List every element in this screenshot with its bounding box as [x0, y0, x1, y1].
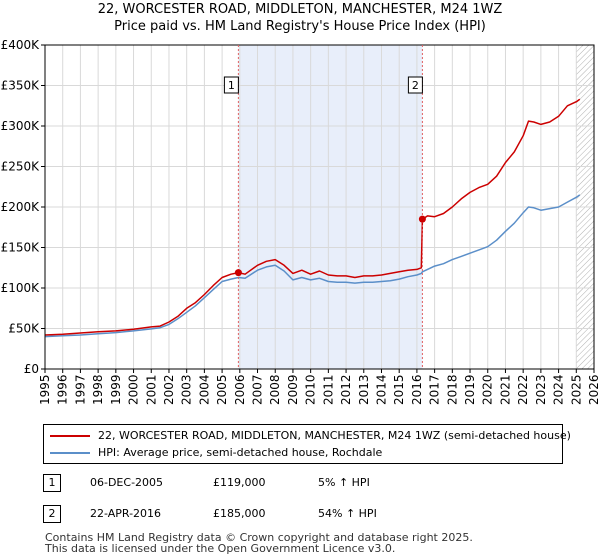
x-tick-label: 1997 [73, 374, 87, 405]
x-tick-label: 2017 [428, 374, 442, 405]
y-tick-label: £250K [1, 160, 41, 174]
y-tick-label: £350K [1, 79, 41, 93]
sale-marker-box [407, 76, 423, 94]
sale-date: 06-DEC-2005 [90, 476, 164, 489]
sale-price: £119,000 [213, 476, 266, 489]
legend-label-property: 22, WORCESTER ROAD, MIDDLETON, MANCHESTE… [98, 429, 571, 442]
x-tick-label: 2008 [268, 374, 282, 405]
x-tick-label: 2000 [127, 374, 141, 405]
y-tick-label: £200K [1, 200, 41, 214]
sale-number-badge: 2 [43, 505, 61, 523]
y-tick-label: £400K [1, 38, 41, 52]
y-tick-label: £100K [1, 281, 41, 295]
sale-row: 1 06-DEC-2005 £119,000 5% ↑ HPI [0, 474, 600, 494]
chart-title: 22, WORCESTER ROAD, MIDDLETON, MANCHESTE… [97, 2, 503, 17]
x-tick-label: 2019 [463, 374, 477, 405]
x-tick-label: 2001 [144, 374, 158, 405]
x-tick-label: 2014 [374, 374, 388, 405]
x-tick-label: 1996 [56, 374, 70, 405]
sale-hpi-change: 5% ↑ HPI [318, 476, 370, 489]
sale-marker-box [223, 76, 239, 94]
x-tick-label: 2012 [339, 374, 353, 405]
footer-licence: This data is licensed under the Open Gov… [45, 542, 396, 555]
sale-date: 22-APR-2016 [90, 507, 162, 520]
x-tick-label: 2023 [534, 374, 548, 405]
x-tick-label: 1995 [38, 374, 52, 405]
x-tick-label: 2009 [286, 374, 300, 405]
y-tick-label: £150K [1, 241, 41, 255]
x-tick-label: 2003 [180, 374, 194, 405]
series-line-property [44, 98, 581, 336]
x-tick-label: 2020 [481, 374, 495, 405]
x-tick-label: 2025 [569, 374, 583, 405]
y-tick-label: £50K [8, 322, 40, 336]
sale-marker-label: 2 [412, 79, 419, 92]
sale-number-badge: 1 [43, 474, 61, 492]
x-tick-label: 2002 [162, 374, 176, 405]
x-tick-label: 1999 [109, 374, 123, 405]
x-tick-label: 2026 [587, 374, 600, 405]
legend-swatch-property [50, 435, 90, 437]
x-tick-label: 2021 [498, 374, 512, 405]
sale-price: £185,000 [213, 507, 266, 520]
legend-swatch-hpi [50, 452, 90, 454]
x-tick-label: 2015 [392, 374, 406, 405]
sale-point [234, 269, 242, 277]
x-tick-label: 2006 [233, 374, 247, 405]
sale-hpi-change: 54% ↑ HPI [318, 507, 377, 520]
series-line-hpi [44, 194, 581, 338]
x-tick-label: 2004 [197, 374, 211, 405]
x-tick-label: 2013 [357, 374, 371, 405]
x-tick-label: 2022 [516, 374, 530, 405]
price-chart: £0 £50K £100K £150K £200K £250K £300K £350K £400… [1, 38, 600, 405]
x-tick-label: 2024 [552, 374, 566, 405]
x-tick-label: 2010 [304, 374, 318, 405]
x-tick-label: 2007 [251, 374, 265, 405]
legend: 22, WORCESTER ROAD, MIDDLETON, MANCHESTE… [43, 424, 571, 464]
sale-row: 2 22-APR-2016 £185,000 54% ↑ HPI [0, 505, 600, 525]
x-tick-label: 2018 [445, 374, 459, 405]
x-tick-label: 2011 [321, 374, 335, 405]
y-tick-label: £300K [1, 119, 41, 133]
x-tick-label: 1998 [91, 374, 105, 405]
legend-label-hpi: HPI: Average price, semi-detached house,… [98, 446, 383, 459]
x-tick-label: 2005 [215, 374, 229, 405]
y-tick-label: £0 [24, 362, 39, 376]
chart-subtitle: Price paid vs. HM Land Registry's House … [114, 19, 486, 34]
x-tick-label: 2016 [410, 374, 424, 405]
sale-marker-label: 1 [228, 79, 235, 92]
sale-point [418, 215, 426, 223]
footer-copyright: Contains HM Land Registry data © Crown c… [45, 531, 473, 544]
